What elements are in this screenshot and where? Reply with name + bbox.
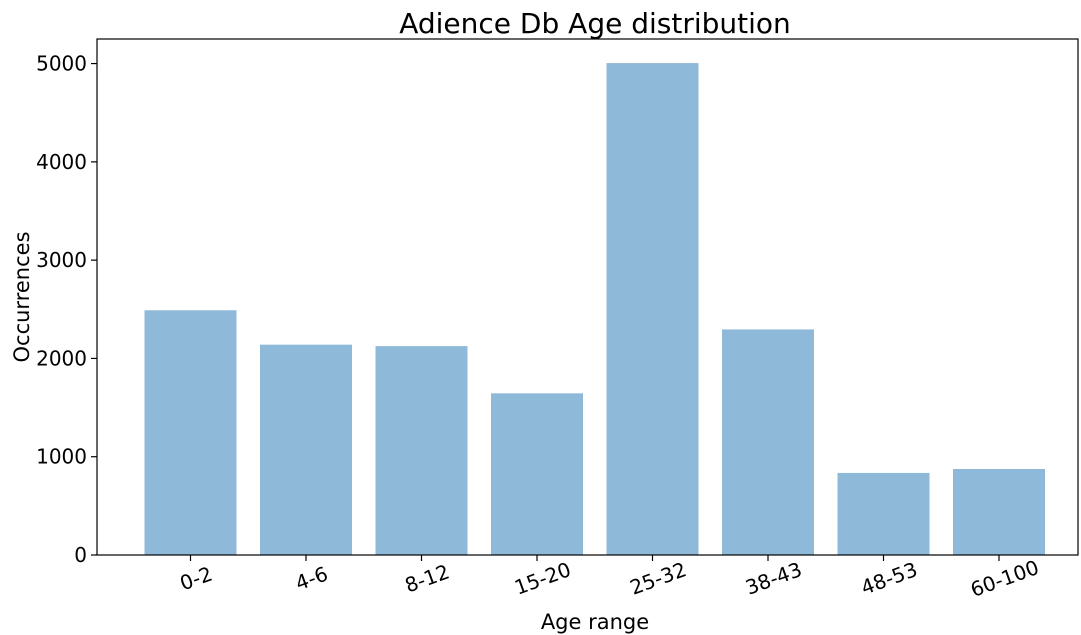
y-tick-label: 2000 <box>36 346 87 370</box>
x-tick-label: 0-2 <box>177 562 216 596</box>
x-tick-label: 60-100 <box>967 555 1042 602</box>
chart-title: Adience Db Age distribution <box>399 7 791 40</box>
x-tick-label: 25-32 <box>627 557 690 599</box>
x-axis-label: Age range <box>541 610 649 634</box>
x-tick-label: 15-20 <box>511 557 574 599</box>
bar-38-43 <box>722 329 814 555</box>
plot-frame <box>96 38 1079 556</box>
x-tick-label: 38-43 <box>742 557 805 599</box>
bars-group <box>144 63 1045 555</box>
y-tick-label: 1000 <box>36 445 87 469</box>
bar-15-20 <box>491 393 583 555</box>
y-axis: 0 1000 2000 3000 4000 5000 <box>36 52 97 567</box>
y-tick-label: 3000 <box>36 248 87 272</box>
x-tick-label: 4-6 <box>292 562 331 596</box>
plot-area <box>96 38 1079 556</box>
y-tick-label: 0 <box>74 543 87 567</box>
bar-48-53 <box>837 472 930 555</box>
x-tick-label: 48-53 <box>858 557 921 599</box>
x-axis: 0-2 4-6 8-12 15-20 25-32 38-43 48-53 60-100 <box>177 555 1042 602</box>
y-tick-label: 4000 <box>36 150 87 174</box>
bar-8-12 <box>375 346 468 555</box>
bar-60-100 <box>953 469 1045 555</box>
bar-25-32 <box>606 63 699 555</box>
bar-0-2 <box>144 310 237 555</box>
bar-4-6 <box>260 344 352 555</box>
x-tick-label: 8-12 <box>402 559 453 597</box>
y-tick-label: 5000 <box>36 52 87 76</box>
y-axis-label: Occurrences <box>10 231 34 362</box>
